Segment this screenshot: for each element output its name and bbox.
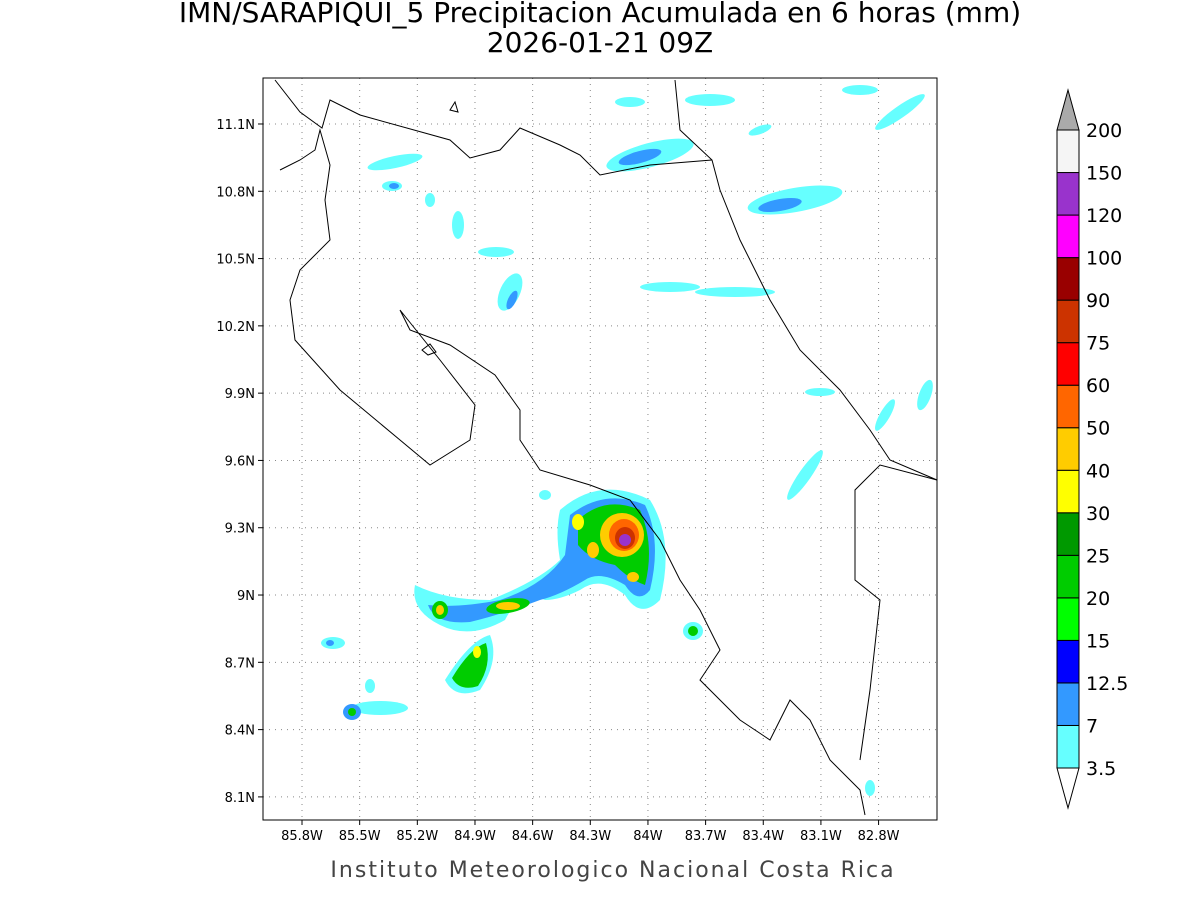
x-tick-label: 84.9W <box>454 829 496 844</box>
y-tick-label: 9.3N <box>225 522 255 537</box>
colorbar-segment <box>1056 554 1080 599</box>
precipitation <box>321 85 933 796</box>
x-tick-label: 84.6W <box>512 829 554 844</box>
x-tick-label: 85.5W <box>339 829 381 844</box>
colorbar-label: 50 <box>1086 418 1110 440</box>
x-tick-label: 83.7W <box>685 829 727 844</box>
colorbar-segment <box>1056 129 1080 174</box>
x-tick-label: 83.1W <box>800 829 842 844</box>
colorbar-label: 100 <box>1086 248 1122 270</box>
y-tick-label: 10.8N <box>216 185 255 200</box>
colorbar-label: 15 <box>1086 630 1110 652</box>
subtitle: 2026-01-21 09Z <box>487 26 713 59</box>
colorbar-label: 30 <box>1086 503 1110 525</box>
colorbar-segment <box>1056 342 1080 386</box>
colorbar-segment <box>1056 639 1080 684</box>
y-tick-label: 9.6N <box>225 454 255 469</box>
y-tick-label: 10.2N <box>216 320 255 335</box>
colorbar-label: 120 <box>1086 205 1122 227</box>
colorbar-label: 3.5 <box>1086 758 1116 780</box>
x-tick-label: 85.8W <box>281 829 323 844</box>
footer: Instituto Meteorologico Nacional Costa R… <box>330 858 895 883</box>
colorbar-label: 150 <box>1086 163 1122 185</box>
y-tick-label: 8.4N <box>225 724 255 739</box>
x-tick-label: 82.8W <box>858 829 900 844</box>
colorbar-label: 200 <box>1086 120 1122 142</box>
y-tick-label: 8.7N <box>225 656 255 671</box>
title: IMN/SARAPIQUI_5 Precipitacion Acumulada … <box>179 0 1021 29</box>
y-tick-label: 9N <box>237 589 255 604</box>
y-tick-label: 9.9N <box>225 387 255 402</box>
colorbar-label: 25 <box>1086 545 1110 567</box>
x-tick-label: 84W <box>633 829 663 844</box>
colorbar-label: 60 <box>1086 375 1110 397</box>
y-tick-label: 11.1N <box>216 118 255 133</box>
x-tick-label: 83.4W <box>742 829 784 844</box>
colorbar-segment <box>1056 512 1080 556</box>
grid <box>263 78 937 820</box>
colorbar-segment <box>1056 172 1080 216</box>
colorbar-segment <box>1056 384 1080 429</box>
colorbar-segment <box>1056 257 1080 301</box>
colorbar-label: 90 <box>1086 290 1110 312</box>
colorbar-segment <box>1056 214 1080 259</box>
x-tick-label: 84.3W <box>569 829 611 844</box>
colorbar-segment <box>1056 682 1080 726</box>
colorbar-segment <box>1056 597 1080 641</box>
colorbar-low <box>1056 767 1080 810</box>
colorbar-label: 40 <box>1086 460 1110 482</box>
colorbar-segment <box>1056 299 1080 344</box>
y-tick-label: 8.1N <box>225 791 255 806</box>
x-tick-label: 85.2W <box>396 829 438 844</box>
colorbar-label: 7 <box>1086 715 1098 737</box>
y-tick-label: 10.5N <box>216 253 255 268</box>
colorbar-segment <box>1056 427 1080 471</box>
map-frame <box>262 77 938 821</box>
colorbar-label: 20 <box>1086 588 1110 610</box>
colorbar-segment <box>1056 469 1080 514</box>
colorbar-high <box>1056 88 1080 131</box>
axes: 85.8W 85.5W 85.2W 84.9W 84.6W 84.3W 84W 83.7W 83… <box>216 118 899 844</box>
colorbar-segment <box>1056 724 1080 769</box>
colorbar: 3.5 7 12.5 15 20 25 30 40 50 60 75 90 100 120 150 200 <box>1056 88 1128 810</box>
coastline <box>274 79 938 816</box>
colorbar-label: 75 <box>1086 333 1110 355</box>
colorbar-label: 12.5 <box>1086 673 1128 695</box>
